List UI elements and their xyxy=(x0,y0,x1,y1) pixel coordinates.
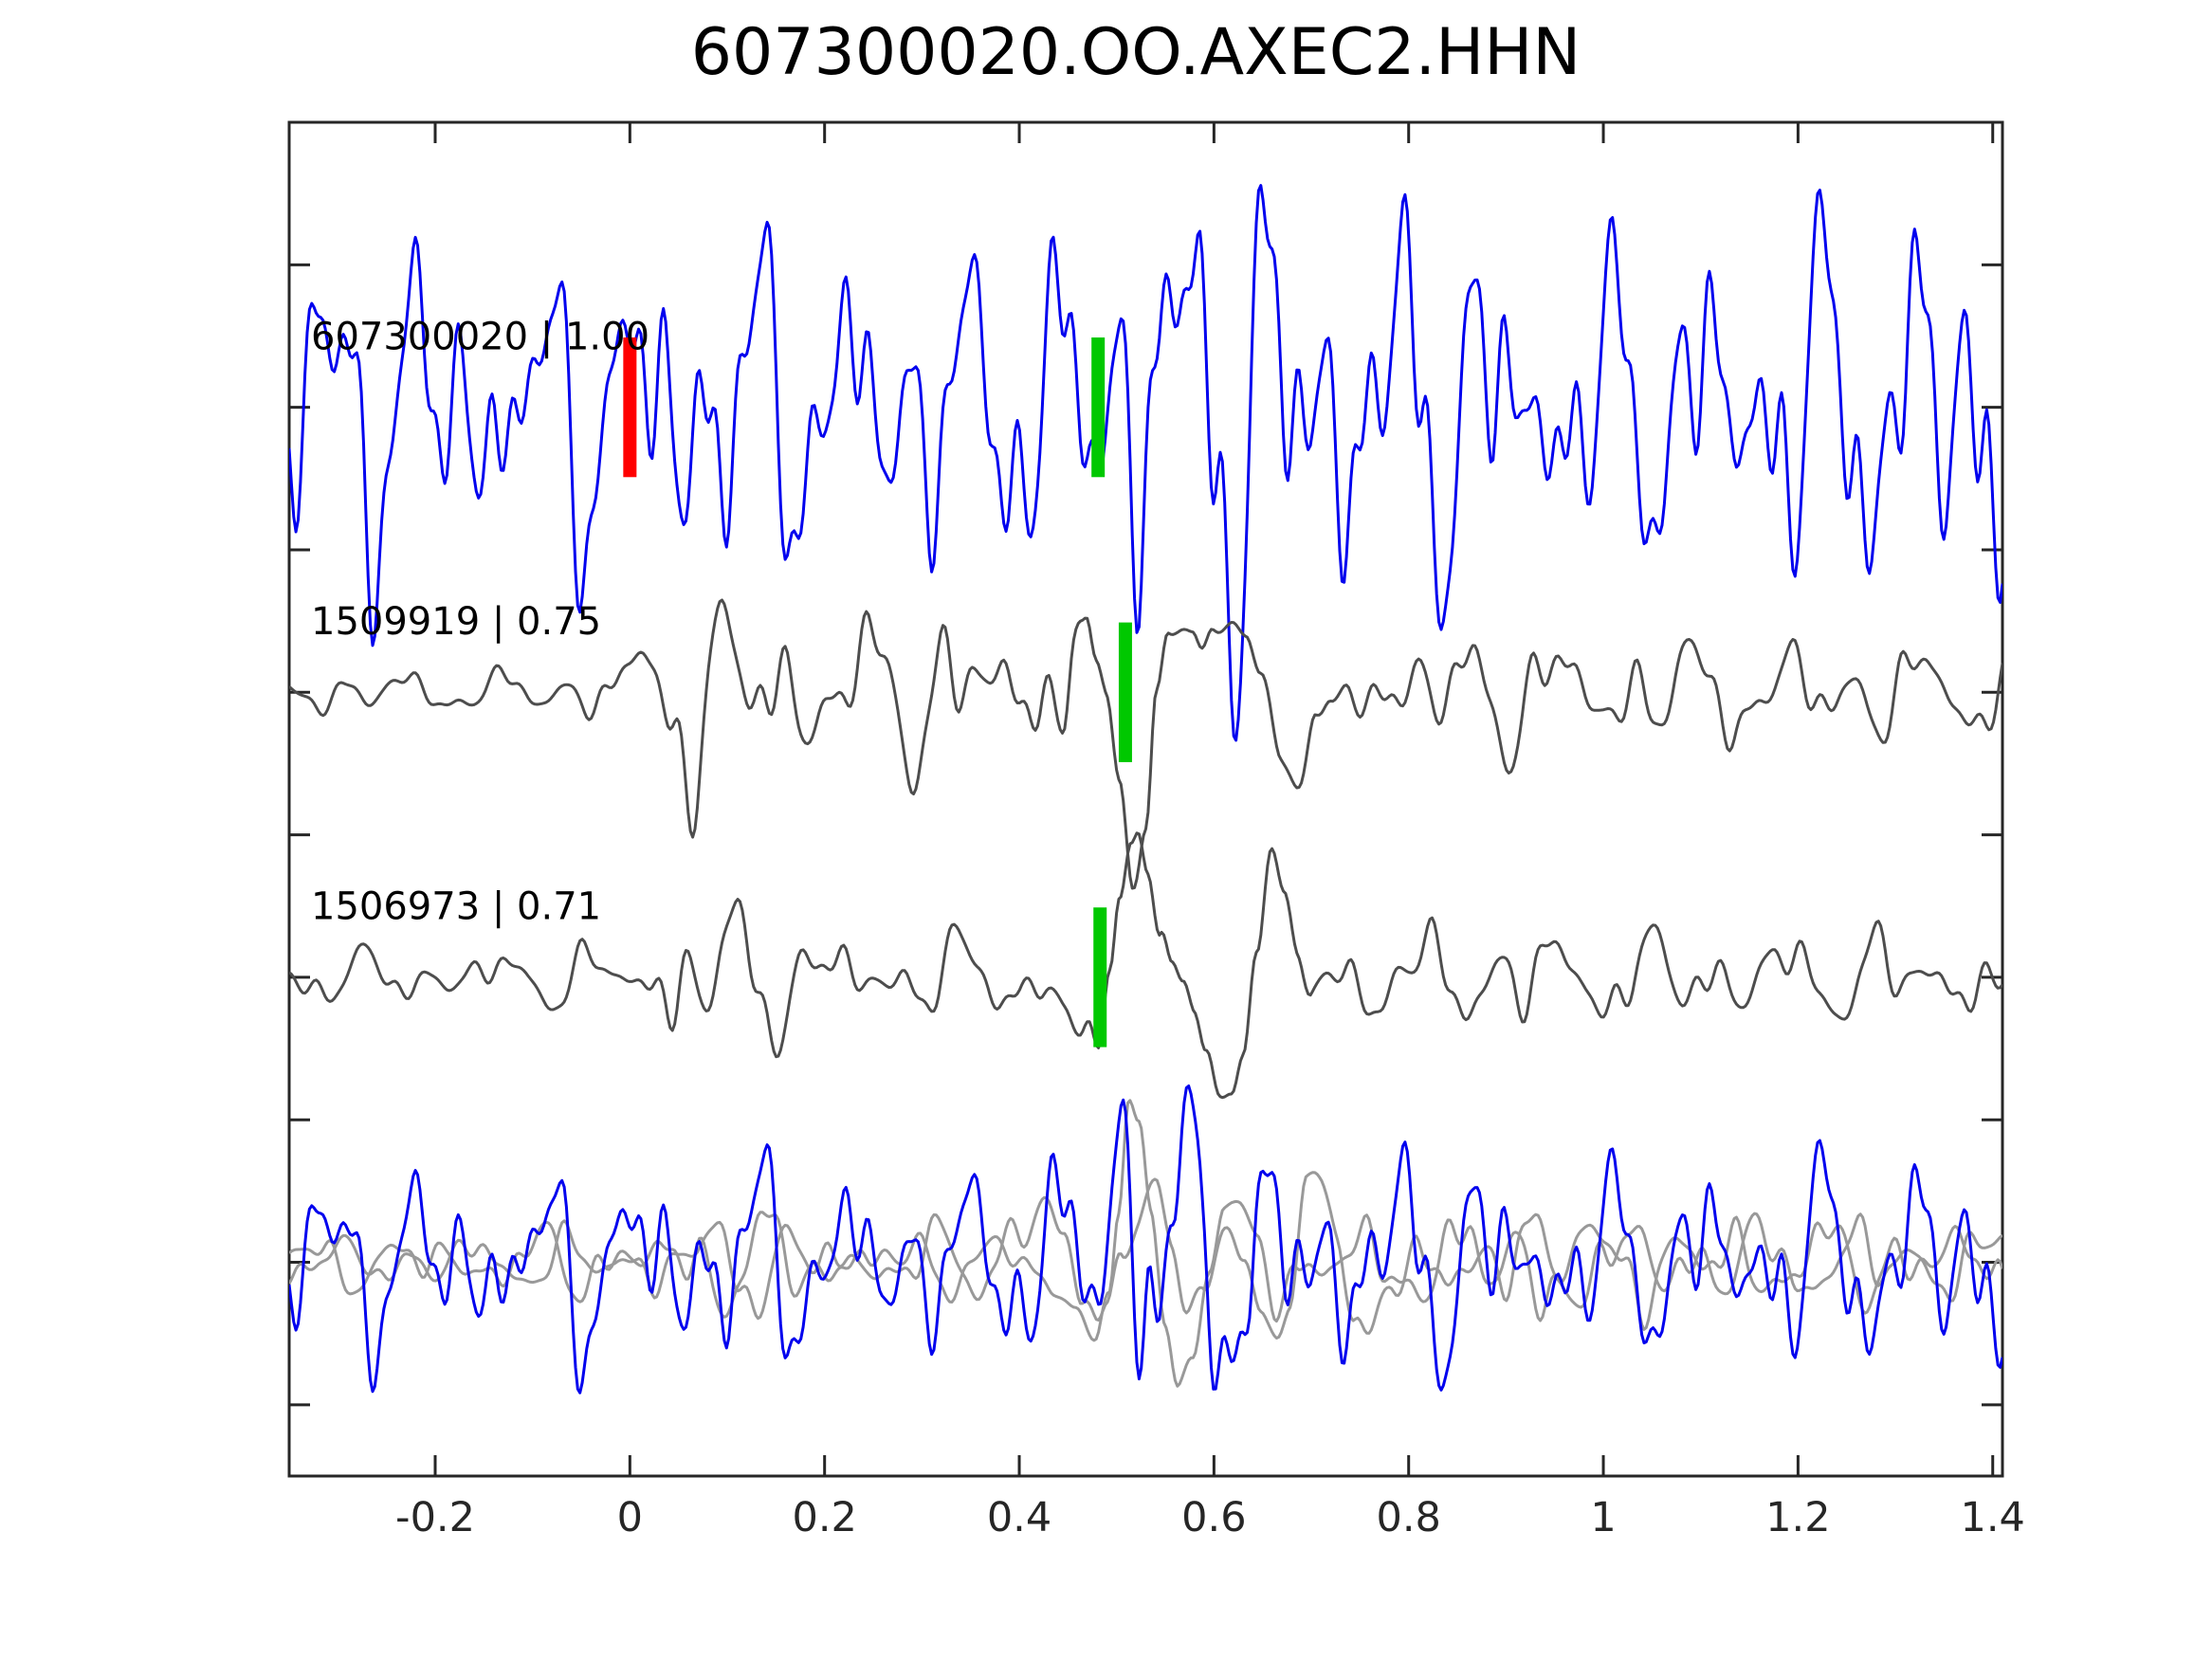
pick-marker-green xyxy=(1093,907,1107,1048)
x-tick-labels: -0.2 0 0.2 0.4 0.6 0.8 1 1.2 1.4 xyxy=(395,1494,2025,1541)
x-tick-label: -0.2 xyxy=(395,1494,475,1541)
trace-template-aligned xyxy=(289,1085,2002,1395)
x-tick-label: 0.2 xyxy=(792,1494,856,1541)
axes-box xyxy=(287,120,2004,1478)
plot-spines xyxy=(287,120,2004,1478)
trace-label-1506973: 1506973 | 0.71 xyxy=(311,885,601,929)
trace-607300020 xyxy=(289,184,2002,742)
pick-markers xyxy=(623,337,1132,1048)
x-tick-label: 1.4 xyxy=(1961,1494,2025,1541)
x-tick-label: 0.6 xyxy=(1181,1494,1246,1541)
trace-label-607300020: 607300020 | 1.00 xyxy=(311,315,649,358)
figure-title: 607300020.OO.AXEC2.HHN xyxy=(691,15,1581,90)
x-tick-label: 1 xyxy=(1590,1494,1616,1541)
x-tick-label: 0.8 xyxy=(1377,1494,1441,1541)
trace-labels: 607300020 | 1.00 1509919 | 0.75 1506973 … xyxy=(311,315,649,928)
pick-marker-red xyxy=(623,337,637,478)
trace-1506973 xyxy=(289,831,2002,1100)
trace-1506973-aligned xyxy=(289,1171,2002,1340)
trace-1509919-aligned xyxy=(289,1099,2002,1388)
x-tick-label: 0.4 xyxy=(987,1494,1051,1541)
x-tick-label: 0 xyxy=(617,1494,643,1541)
x-tick-label: 1.2 xyxy=(1765,1494,1830,1541)
trace-1509919 xyxy=(289,598,2002,890)
traces-layer xyxy=(289,184,2002,1395)
pick-marker-green xyxy=(1091,337,1106,478)
trace-label-1509919: 1509919 | 0.75 xyxy=(311,600,601,644)
pick-marker-green xyxy=(1118,622,1132,762)
